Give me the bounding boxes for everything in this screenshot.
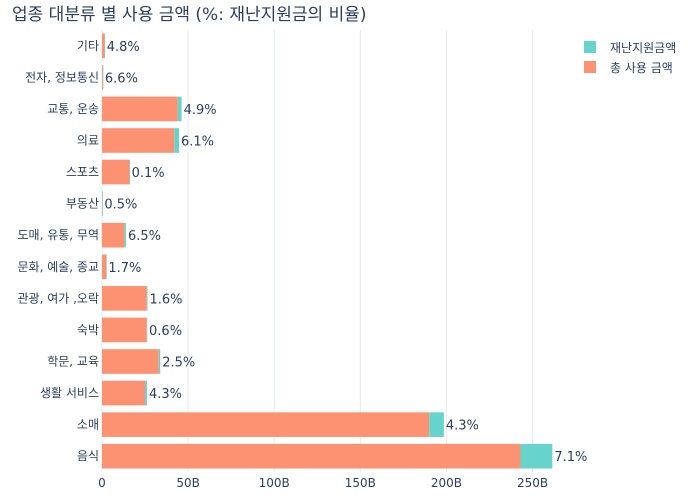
bar xyxy=(102,380,146,406)
bar xyxy=(102,222,125,248)
bar-value-label: 4.8% xyxy=(107,40,140,55)
legend-label: 총 사용 금액 xyxy=(610,60,673,75)
bar xyxy=(429,412,444,437)
bar xyxy=(102,254,107,280)
bar-labels: 4.8% 6.6% 4.9% 6.1% 0.1% 0.5% 6.5% 1.7% 1.6% 0.6%… xyxy=(104,40,587,465)
bar-value-label: 6.5% xyxy=(128,229,161,244)
legend: 재난지원금액 총 사용 금액 xyxy=(584,37,676,77)
bar xyxy=(104,33,106,59)
category-label: 교통, 운송 xyxy=(47,102,99,116)
x-tick-label: 200B xyxy=(431,476,462,490)
bar xyxy=(124,222,126,248)
category-label: 숙박 xyxy=(77,323,99,337)
category-label: 문화, 예술, 종교 xyxy=(18,260,100,274)
bar xyxy=(102,33,105,59)
bar xyxy=(102,96,178,122)
x-tick-label: 250B xyxy=(517,476,548,490)
bar-value-label: 4.3% xyxy=(446,419,479,434)
bar xyxy=(106,254,107,280)
legend-item[interactable]: 총 사용 금액 xyxy=(584,57,676,77)
bar xyxy=(102,412,430,437)
bar xyxy=(129,159,131,185)
bar xyxy=(102,317,147,343)
gridlines xyxy=(101,30,534,472)
bars xyxy=(102,33,553,469)
bar-value-label: 1.6% xyxy=(149,292,182,307)
x-tick-label: 100B xyxy=(259,476,290,490)
legend-swatch xyxy=(584,41,596,53)
bar-value-label: 0.5% xyxy=(104,198,137,213)
bar xyxy=(102,159,130,185)
bar xyxy=(177,96,182,122)
bar xyxy=(146,286,148,311)
bar-value-label: 4.3% xyxy=(149,387,182,402)
category-label: 전자, 정보통신 xyxy=(25,70,99,84)
bar xyxy=(102,65,104,90)
bar-value-label: 1.7% xyxy=(108,261,141,276)
bar xyxy=(520,443,553,469)
bar-value-label: 4.9% xyxy=(184,103,217,118)
x-tick-label: 150B xyxy=(345,476,376,490)
legend-swatch xyxy=(584,61,596,73)
bar xyxy=(102,443,521,469)
x-tick-label: 50B xyxy=(176,476,200,490)
category-label: 부동산 xyxy=(66,197,99,211)
category-label: 생활 서비스 xyxy=(40,386,99,400)
x-axis-ticks: 0 50B 100B 150B 200B 250B xyxy=(98,476,548,490)
category-label: 관광, 여가 ,오락 xyxy=(18,291,100,305)
category-label: 학문, 교육 xyxy=(47,355,99,369)
bar-value-label: 0.1% xyxy=(132,166,165,181)
legend-label: 재난지원금액 xyxy=(610,40,677,55)
bar xyxy=(174,128,179,153)
bar-value-label: 2.5% xyxy=(162,356,195,371)
bar xyxy=(146,317,148,343)
category-label: 기타 xyxy=(77,39,99,53)
bar-value-label: 7.1% xyxy=(554,450,587,465)
bar-value-label: 0.6% xyxy=(149,324,182,339)
x-tick-label: 0 xyxy=(98,476,106,490)
legend-item[interactable]: 재난지원금액 xyxy=(584,37,676,57)
bar xyxy=(102,191,103,216)
category-label: 스포츠 xyxy=(66,165,99,179)
bar xyxy=(102,349,159,374)
bar xyxy=(145,380,147,406)
bar-value-label: 6.6% xyxy=(105,71,138,86)
category-label: 도매, 유통, 무역 xyxy=(18,228,100,242)
bar xyxy=(102,286,147,311)
category-label: 의료 xyxy=(77,134,99,148)
bar xyxy=(102,65,103,90)
bar xyxy=(102,128,175,153)
bar xyxy=(158,349,161,374)
bar xyxy=(102,191,103,216)
category-label: 음식 xyxy=(77,449,99,463)
category-label: 소매 xyxy=(77,418,99,432)
chart-title: 업종 대분류 별 사용 금액 (%: 재난지원금의 비율) xyxy=(12,5,367,25)
bar-value-label: 6.1% xyxy=(181,135,214,150)
